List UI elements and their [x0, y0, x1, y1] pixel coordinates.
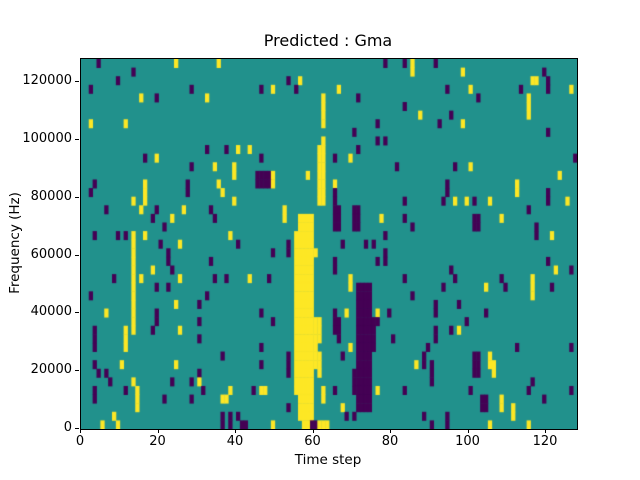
y-tick-label: 40000: [30, 304, 72, 320]
x-tick-mark: [390, 429, 391, 433]
x-tick-label: 120: [532, 434, 558, 449]
y-tick-label: 100000: [22, 130, 72, 146]
y-tick-label: 20000: [30, 362, 72, 378]
y-tick-label: 0: [63, 420, 72, 435]
plot-area: [80, 58, 578, 430]
y-tick-mark: [75, 312, 79, 314]
x-tick-mark: [545, 429, 546, 433]
x-axis-label: Time step: [294, 452, 362, 468]
y-tick-mark: [75, 138, 79, 140]
y-tick-mark: [75, 370, 79, 372]
plot-title: Predicted : Gma: [263, 31, 393, 50]
y-tick-mark: [75, 428, 79, 429]
x-tick-mark: [467, 429, 469, 433]
y-tick-label: 80000: [30, 188, 72, 204]
y-tick-label: 120000: [22, 73, 72, 89]
y-tick-mark: [75, 196, 79, 198]
y-tick-mark: [75, 254, 79, 256]
x-tick-label: 20: [149, 434, 166, 449]
x-tick-mark: [235, 429, 236, 433]
x-tick-label: 40: [226, 434, 244, 449]
x-tick-label: 0: [75, 434, 85, 449]
x-tick-label: 60: [304, 434, 321, 449]
x-tick-label: 100: [455, 434, 480, 449]
heatmap-canvas: [81, 59, 577, 429]
y-axis-label: Frequency (Hz): [7, 192, 23, 294]
x-tick-mark: [80, 429, 81, 433]
y-tick-mark: [75, 81, 79, 83]
x-tick-label: 80: [381, 434, 399, 449]
x-tick-mark: [312, 429, 314, 433]
y-tick-label: 60000: [30, 246, 72, 262]
x-tick-mark: [157, 429, 159, 433]
